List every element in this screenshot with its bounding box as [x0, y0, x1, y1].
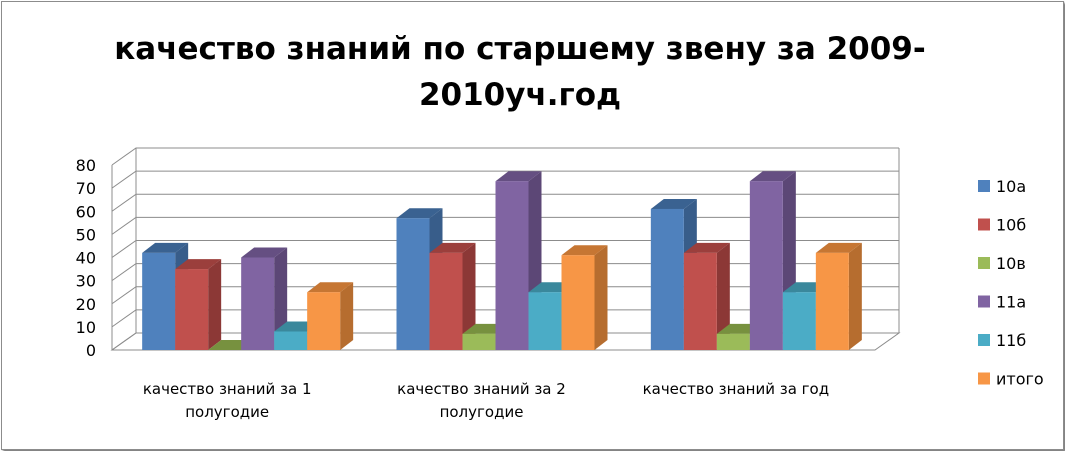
bar-top — [241, 247, 288, 258]
bar — [462, 333, 496, 350]
bar-top — [815, 242, 862, 253]
y-tick-label: 60 — [76, 202, 96, 221]
bar-top — [561, 245, 608, 256]
legend-label: итого — [996, 370, 1044, 389]
chart-title-line-2: 2010уч.год — [418, 77, 622, 113]
x-tick-label: качество знаний за 1 — [143, 380, 312, 398]
legend-swatch — [978, 295, 990, 308]
bar — [396, 218, 430, 350]
bar — [650, 208, 684, 350]
legend-label: 10б — [996, 216, 1026, 235]
bar — [429, 252, 463, 350]
chart-title-line-1: качество знаний по старшему звену за 200… — [114, 31, 926, 67]
bar-top — [749, 171, 796, 182]
bar — [175, 269, 209, 350]
bar-side — [848, 242, 862, 350]
y-tick-label: 30 — [76, 272, 96, 291]
bar — [815, 252, 849, 350]
bar-side — [716, 242, 730, 350]
y-tick-label: 10 — [76, 318, 96, 337]
bar — [782, 292, 816, 350]
bar — [716, 333, 750, 350]
legend-label: 11б — [996, 331, 1026, 350]
bar-side — [208, 259, 222, 350]
bar — [495, 181, 529, 350]
x-tick-label: качество знаний за год — [643, 380, 830, 398]
y-tick-label: 40 — [76, 249, 96, 268]
legend-label: 11а — [996, 293, 1026, 312]
bar — [142, 252, 176, 350]
y-tick-label: 0 — [86, 341, 96, 360]
legend-swatch — [978, 372, 990, 385]
x-tick-label: полугодие — [185, 403, 269, 421]
bar-top — [396, 208, 443, 219]
chart-title: качество знаний по старшему звену за 200… — [90, 26, 950, 118]
legend-swatch — [978, 257, 990, 269]
bar-top — [175, 259, 222, 270]
legend-label: 10а — [996, 177, 1026, 196]
bar-top — [650, 198, 697, 209]
legend-label: 10в — [996, 254, 1026, 273]
y-tick-label: 70 — [76, 179, 96, 198]
x-tick-label: качество знаний за 2 — [397, 380, 566, 398]
y-tick-label: 80 — [76, 156, 96, 175]
bar — [528, 292, 562, 350]
bar — [274, 331, 308, 350]
bar-top — [495, 171, 542, 182]
legend-swatch — [978, 334, 990, 346]
bar-top — [142, 242, 189, 253]
legend-swatch — [978, 180, 990, 192]
x-tick-label: полугодие — [440, 403, 524, 421]
bar-side — [340, 282, 354, 350]
bar — [241, 257, 275, 350]
bar-top — [307, 282, 354, 293]
bar-top — [683, 242, 730, 253]
bar-top — [429, 242, 476, 253]
y-tick-label: 50 — [76, 225, 96, 244]
bar — [749, 181, 783, 350]
bar — [561, 255, 595, 350]
bar-side — [462, 242, 476, 350]
legend-swatch — [978, 218, 990, 231]
bar — [307, 292, 341, 350]
bar-side — [594, 245, 608, 350]
bar — [683, 252, 717, 350]
y-tick-label: 20 — [76, 295, 96, 314]
